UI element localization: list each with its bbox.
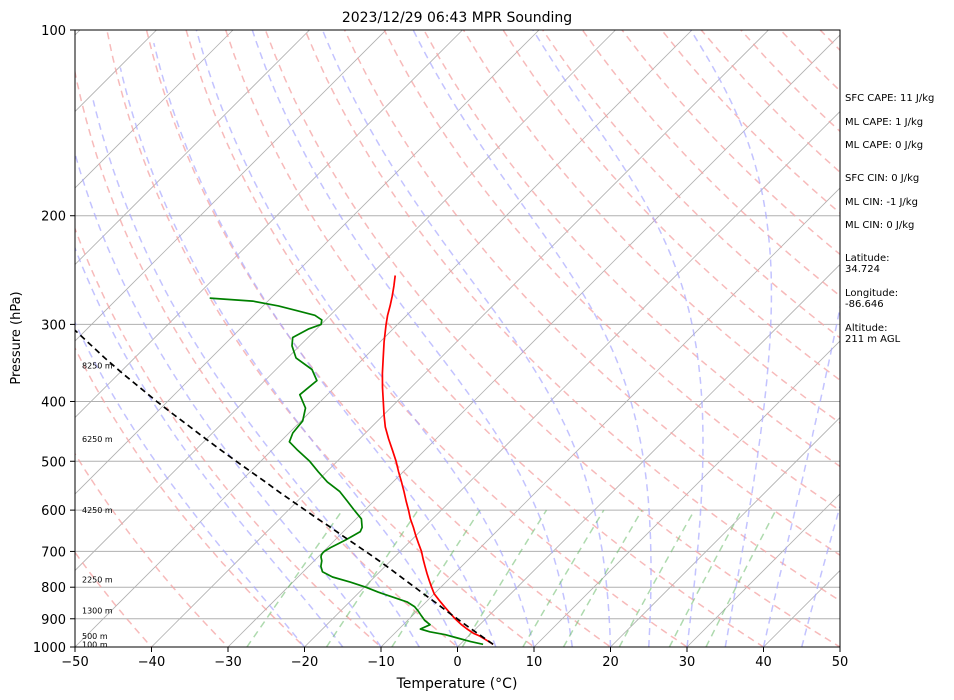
y-tick-label: 1000 — [33, 641, 66, 656]
isotherm-line — [686, 493, 840, 647]
height-label: 8250 m — [82, 362, 113, 371]
y-tick-label: 500 — [41, 455, 66, 470]
isotherm-line — [227, 34, 840, 647]
x-axis-label: Temperature (°C) — [396, 676, 518, 692]
dry-adiabat — [75, 226, 383, 647]
isotherm-line — [75, 30, 158, 113]
height-label: 100 m — [82, 640, 108, 649]
y-tick-label: 100 — [41, 24, 66, 39]
plot-frame — [74, 29, 841, 648]
isotherm-line — [75, 30, 540, 495]
x-tick-label: −10 — [367, 655, 394, 670]
height-label: 1300 m — [82, 606, 113, 615]
annotation-text: ML CIN: 0 J/kg — [845, 220, 915, 231]
annotation-text: ML CAPE: 1 J/kg — [845, 117, 924, 128]
moist-adiabat — [412, 30, 652, 647]
x-tick-label: −40 — [138, 655, 165, 670]
x-tick-label: −50 — [61, 655, 88, 670]
annotation-text: Longitude: -86.646 — [845, 288, 899, 310]
dry-adiabat — [423, 30, 840, 468]
moist-adiabat — [321, 30, 612, 647]
y-tick-label: 400 — [41, 395, 66, 410]
height-label: 4250 m — [82, 506, 113, 515]
isotherm-line — [75, 30, 234, 189]
moist-adiabat — [75, 320, 306, 647]
moist-adiabat — [75, 150, 382, 647]
moist-adiabat — [690, 30, 773, 647]
y-tick-label: 900 — [41, 613, 66, 628]
height-label: 6250 m — [82, 435, 113, 444]
x-tick-label: 20 — [602, 655, 619, 670]
mixing-ratio-line — [522, 509, 605, 647]
mixing-ratio-line — [668, 509, 743, 647]
annotation-text: SFC CIN: 0 J/kg — [845, 173, 920, 184]
chart-title: 2023/12/29 06:43 MPR Sounding — [342, 10, 572, 26]
moist-adiabat — [75, 245, 344, 647]
isotherm-line — [150, 30, 770, 647]
x-tick-label: 0 — [453, 655, 461, 670]
y-tick-label: 200 — [41, 210, 66, 225]
moist-adiabat — [92, 100, 420, 647]
isotherm-line — [380, 187, 840, 647]
isotherm-line — [75, 30, 387, 342]
parcel-profile — [75, 329, 494, 645]
y-axis-label: Pressure (hPa) — [9, 291, 24, 384]
moist-adiabat — [251, 30, 574, 647]
mixing-ratio-line — [461, 509, 548, 647]
y-tick-label: 300 — [41, 318, 66, 333]
isotherm-line — [75, 30, 617, 572]
x-tick-label: 50 — [832, 655, 849, 670]
annotation-text: ML CAPE: 0 J/kg — [845, 140, 924, 151]
x-tick-label: −20 — [291, 655, 318, 670]
y-tick-label: 700 — [41, 545, 66, 560]
series-layer — [75, 275, 494, 646]
moist-adiabat — [153, 42, 497, 647]
moist-adiabat — [195, 30, 535, 647]
isotherm-line — [75, 30, 464, 419]
x-ticks: −50 −40 −30 −20 −10 0 10 20 30 40 50 — [61, 647, 848, 670]
annotation-text: Latitude: 34.724 — [845, 253, 890, 275]
x-tick-label: −30 — [214, 655, 241, 670]
dry-adiabat — [264, 30, 840, 647]
annotation-text: SFC CAPE: 11 J/kg — [845, 93, 935, 104]
height-label: 500 m — [82, 632, 108, 641]
dry-adiabat — [145, 30, 612, 647]
dry-adiabat — [106, 30, 536, 647]
annotation-text: ML CIN: -1 J/kg — [845, 197, 918, 208]
dry-adiabat — [185, 30, 689, 647]
moist-adiabat — [119, 67, 459, 647]
isotherm-line — [903, 16, 954, 660]
moist-adiabat — [532, 30, 704, 647]
mixing-ratio-line — [246, 509, 344, 647]
dry-adiabat — [581, 30, 840, 297]
height-label: 2250 m — [82, 575, 113, 584]
isotherm-line — [609, 416, 840, 647]
isotherm-line — [303, 110, 840, 647]
annotation-text: Altitude: 211 m AGL — [845, 323, 901, 345]
dry-adiabat — [75, 68, 459, 647]
y-tick-label: 800 — [41, 581, 66, 596]
background-lines — [75, 16, 954, 660]
mixing-ratio-line — [705, 509, 777, 647]
dry-adiabat — [75, 452, 230, 647]
mixing-ratio-line — [562, 509, 643, 647]
dry-adiabat — [75, 346, 306, 647]
dewpoint-profile — [209, 297, 484, 646]
y-tick-label: 600 — [41, 504, 66, 519]
y-ticks: 100 200 300 400 500 600 700 800 900 1000 — [33, 24, 75, 656]
mixing-ratio-line — [618, 509, 696, 647]
dry-adiabat — [542, 30, 840, 339]
temperature-profile — [381, 275, 494, 646]
x-tick-label: 40 — [755, 655, 772, 670]
x-tick-label: 30 — [679, 655, 696, 670]
isotherm-line — [75, 30, 311, 266]
dry-adiabat — [383, 30, 840, 512]
dry-adiabat — [343, 30, 840, 557]
x-tick-label: 10 — [526, 655, 543, 670]
isotherm-line — [533, 340, 840, 647]
